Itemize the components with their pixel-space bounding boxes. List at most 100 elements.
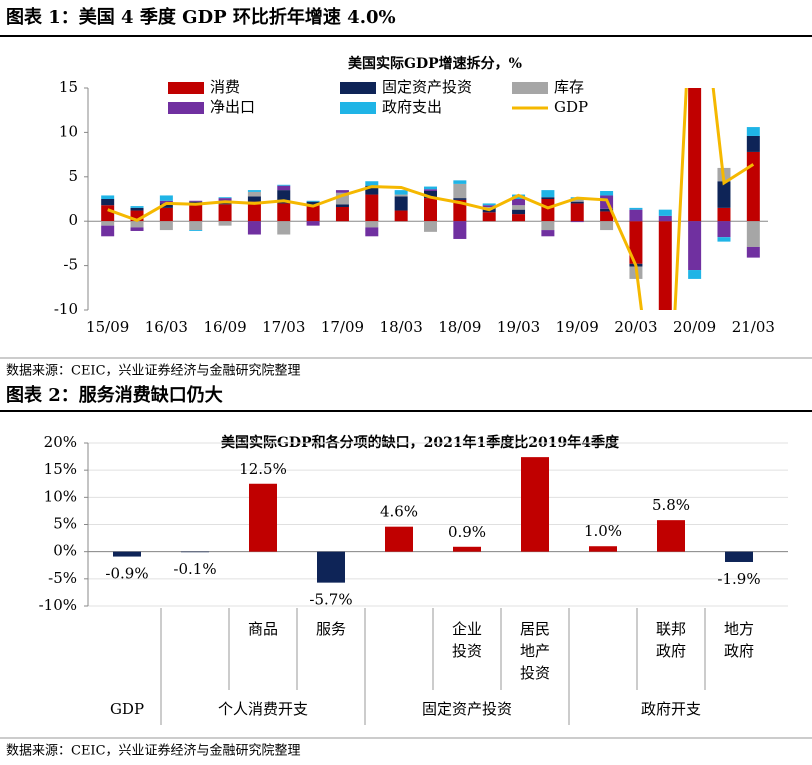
bar-segment [218, 221, 232, 226]
value-label: -1.9% [717, 570, 760, 588]
x-tick-label: 16/09 [203, 318, 246, 336]
bar-segment [717, 181, 731, 208]
bar-segment [658, 215, 672, 222]
bar-segment [600, 211, 614, 222]
bar-segment [570, 201, 584, 204]
y-tick-label: 15 [59, 78, 78, 96]
bar-segment [541, 190, 555, 198]
bar-segment [746, 246, 760, 258]
x-tick-label: 居民地产投资 [520, 620, 550, 682]
bar-segment [746, 151, 760, 222]
bar-segment [130, 227, 144, 231]
bar [657, 520, 685, 552]
value-label: 12.5% [239, 460, 287, 478]
bar-segment [394, 210, 408, 222]
legend-label: 消费 [210, 78, 240, 96]
bar-segment [247, 201, 261, 222]
bar-segment [688, 88, 702, 222]
chart-2: 美国实际GDP和各分项的缺口，2021年1季度比2019年4季度-10%-5%0… [39, 433, 788, 725]
y-tick-label: 15% [44, 460, 77, 478]
bar-segment [394, 190, 408, 195]
bar-segment [629, 209, 643, 222]
bar-segment [365, 227, 379, 237]
bars [101, 88, 760, 492]
bar-segment [717, 207, 731, 222]
bar-segment [130, 207, 144, 211]
bar-segment [541, 197, 555, 199]
bar [181, 551, 209, 553]
bar [385, 526, 413, 552]
bar-segment [659, 443, 672, 492]
x-tick-label: 18/03 [380, 318, 423, 336]
value-label: -0.1% [173, 560, 216, 578]
bar-segment [394, 194, 408, 197]
group-label: GDP [110, 700, 144, 718]
bar-segment [512, 199, 526, 206]
y-tick-label: 0% [53, 542, 77, 560]
bar-segment [101, 195, 115, 199]
bar-segment [365, 181, 379, 186]
legend-label: 库存 [554, 78, 584, 96]
bar-segment [424, 189, 437, 192]
legend-swatch [340, 102, 376, 114]
y-tick-label: 10 [59, 122, 78, 140]
bar-segment [365, 185, 379, 195]
bar-segment [482, 206, 496, 208]
bar [589, 546, 617, 552]
bar-segment [746, 221, 760, 247]
x-tick-label: 商品 [248, 620, 278, 638]
bar-segment [453, 199, 467, 222]
value-label: 5.8% [652, 496, 690, 514]
bar-segment [365, 194, 379, 222]
bar-segment [159, 221, 173, 231]
bar-segment [453, 183, 467, 199]
bar [249, 483, 277, 552]
bar [113, 551, 141, 557]
bar-segment [570, 199, 584, 202]
bar-segment [570, 203, 584, 222]
bar-segment [541, 199, 555, 222]
bar-segment [277, 203, 291, 222]
legend-label: 政府支出 [382, 98, 442, 116]
bar-segment [306, 205, 320, 222]
chart-title: 美国实际GDP增速拆分，% [348, 55, 522, 72]
bar [453, 546, 481, 552]
bar-segment [335, 206, 349, 222]
y-tick-label: -5% [48, 569, 77, 587]
value-label: -5.7% [309, 591, 352, 609]
y-tick-label: 10% [44, 487, 77, 505]
y-tick-label: 5% [53, 515, 77, 533]
bar-segment [130, 206, 144, 208]
x-tick-label: 地方政府 [724, 620, 754, 660]
bar-segment [424, 198, 437, 222]
y-tick-label: 0 [68, 211, 78, 229]
x-tick-label: 20/09 [673, 318, 716, 336]
bar-segment [629, 207, 643, 210]
bar-segment [365, 221, 379, 228]
bar-segment [658, 209, 672, 216]
bar-segment [512, 214, 526, 222]
x-tick-label: 17/03 [262, 318, 305, 336]
x-tick-label: 19/09 [556, 318, 599, 336]
bar-segment [600, 208, 614, 212]
bar-segment [189, 200, 203, 202]
legend-label: 固定资产投资 [382, 78, 472, 96]
bar-segment [277, 185, 291, 191]
bar-segment [218, 204, 232, 222]
legend-swatch [512, 82, 548, 94]
bar-segment [512, 209, 526, 215]
bar-segment [541, 221, 555, 231]
bar-segment [335, 192, 349, 205]
legend-label: GDP [554, 98, 588, 116]
value-label: 0.9% [448, 523, 486, 541]
header: 图表 1：美国 4 季度 GDP 环比折年增速 4.0% [6, 6, 396, 28]
bar-segment [482, 205, 496, 207]
bar-segment [453, 198, 467, 200]
legend-label: 净出口 [210, 98, 255, 116]
bar-segment [159, 207, 173, 222]
bar-segment [688, 270, 702, 279]
bar-segment [247, 196, 261, 202]
x-tick-label: 21/03 [732, 318, 775, 336]
bar-segment [306, 201, 320, 206]
bar-segment [394, 196, 408, 211]
